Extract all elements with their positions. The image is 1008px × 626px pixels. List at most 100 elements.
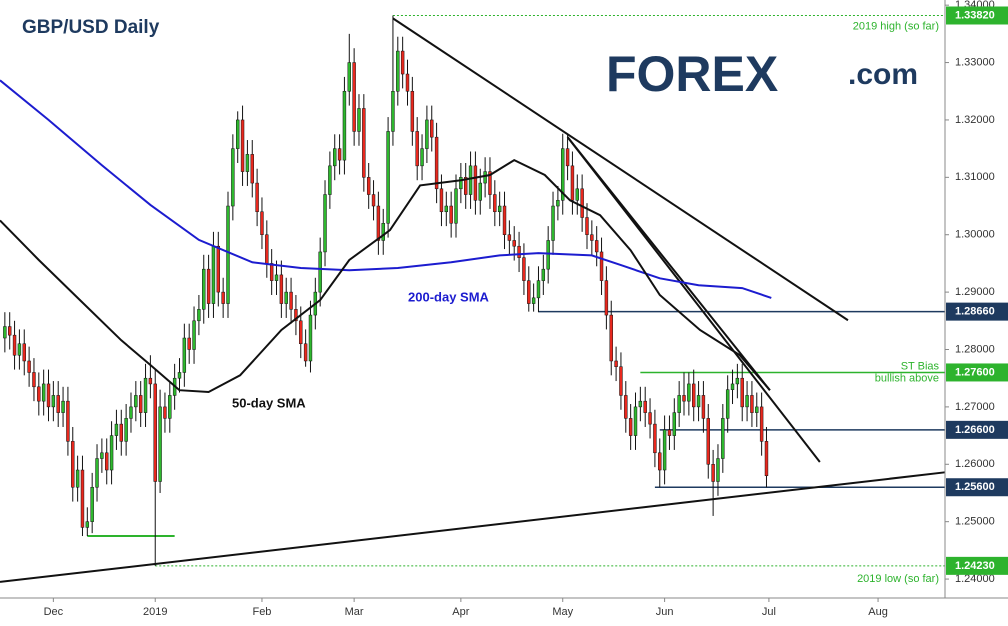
candle-body — [517, 245, 521, 258]
candle-body — [333, 148, 337, 167]
candle-body — [483, 171, 487, 184]
candle-body — [66, 400, 70, 442]
candle-body — [764, 441, 769, 477]
candle-body — [124, 418, 128, 442]
candle-body — [590, 234, 594, 241]
candle-body — [32, 372, 36, 388]
candle-body — [299, 320, 303, 345]
y-tick-label: 1.25000 — [955, 516, 995, 528]
candle-body — [415, 131, 419, 167]
level-note: bullish above — [875, 372, 939, 384]
candle-body — [61, 400, 65, 413]
candle-body — [255, 182, 259, 213]
candle-body — [240, 119, 245, 172]
candle-body — [565, 148, 570, 167]
candle-body — [163, 406, 167, 419]
y-tick-label: 1.28000 — [955, 343, 995, 355]
candle-body — [308, 314, 313, 362]
candle-body — [711, 464, 715, 482]
candle-body — [507, 234, 512, 241]
candle-body — [396, 50, 400, 92]
y-tick-label: 1.26000 — [955, 458, 995, 470]
candle-body — [580, 188, 584, 218]
candle-body — [444, 205, 449, 213]
candle-body — [221, 291, 225, 304]
candle-body — [594, 240, 599, 253]
candle-body — [105, 452, 109, 471]
candle-body — [75, 469, 80, 488]
candle-body — [730, 383, 735, 390]
sma-line — [0, 79, 772, 299]
candle-body — [648, 412, 652, 425]
level-label: 1.24230 — [955, 560, 995, 572]
candle-body — [328, 165, 332, 195]
candle-body — [439, 188, 444, 213]
x-tick-label: Mar — [345, 606, 364, 618]
candle-body — [279, 274, 284, 304]
candle-body — [667, 429, 672, 436]
level-label: 1.27600 — [955, 366, 995, 378]
candle-body — [250, 154, 254, 184]
candle-body — [177, 372, 182, 379]
x-tick-label: Aug — [868, 606, 888, 618]
candle-body — [119, 423, 123, 442]
candle-body — [27, 360, 31, 373]
candle-body — [46, 383, 51, 408]
candle-body — [352, 62, 356, 132]
level-label: 1.26600 — [955, 424, 995, 436]
candle-body — [735, 377, 740, 385]
candle-body — [725, 389, 730, 419]
candle-body — [211, 245, 216, 304]
y-tick-label: 1.32000 — [955, 114, 995, 126]
level-label: 1.25600 — [955, 481, 995, 493]
sma50-label: 50-day SMA — [232, 395, 306, 410]
candle-body — [599, 251, 604, 281]
candle-body — [323, 194, 327, 253]
candle-body — [696, 395, 701, 408]
x-tick-label: Jul — [762, 606, 776, 618]
candle-body — [619, 366, 623, 396]
candle-body — [759, 406, 764, 442]
candle-body — [148, 377, 153, 385]
level-label: 1.28660 — [955, 306, 995, 318]
candle-body — [376, 205, 381, 241]
candle-body — [347, 62, 351, 92]
candle-body — [706, 418, 710, 465]
candle-body — [464, 177, 468, 195]
candle-body — [143, 377, 148, 413]
candle-body — [245, 154, 250, 172]
candle-body — [541, 268, 546, 281]
y-tick-label: 1.30000 — [955, 229, 995, 241]
candle-body — [575, 188, 579, 201]
sma200-label: 200-day SMA — [408, 289, 490, 304]
candle-body — [216, 245, 221, 293]
candle-body — [643, 400, 647, 413]
candle-body — [468, 165, 473, 195]
candle-body — [51, 395, 56, 408]
candle-body — [337, 148, 342, 161]
candle-body — [561, 148, 565, 201]
candle-body — [527, 280, 531, 304]
candle-body — [551, 205, 555, 241]
candle-body — [12, 334, 17, 356]
candle-body — [236, 119, 240, 149]
candle-body — [22, 343, 26, 362]
candle-body — [56, 395, 60, 413]
candle-body — [400, 50, 405, 75]
x-tick-label: Apr — [452, 606, 469, 618]
candle-body — [371, 194, 376, 207]
candle-body — [585, 217, 589, 235]
level-label-box — [946, 420, 1008, 439]
logo-brand: FOREX — [606, 46, 778, 102]
candle-body — [192, 320, 196, 350]
candle-body — [497, 205, 502, 213]
candle-body — [638, 400, 643, 408]
candle-body — [512, 240, 516, 247]
level-note: 2019 low (so far) — [857, 573, 939, 585]
candle-body — [95, 458, 99, 488]
x-tick-label: Feb — [252, 606, 271, 618]
candle-body — [536, 280, 541, 299]
candle-body — [202, 268, 206, 310]
x-tick-label: May — [552, 606, 573, 618]
